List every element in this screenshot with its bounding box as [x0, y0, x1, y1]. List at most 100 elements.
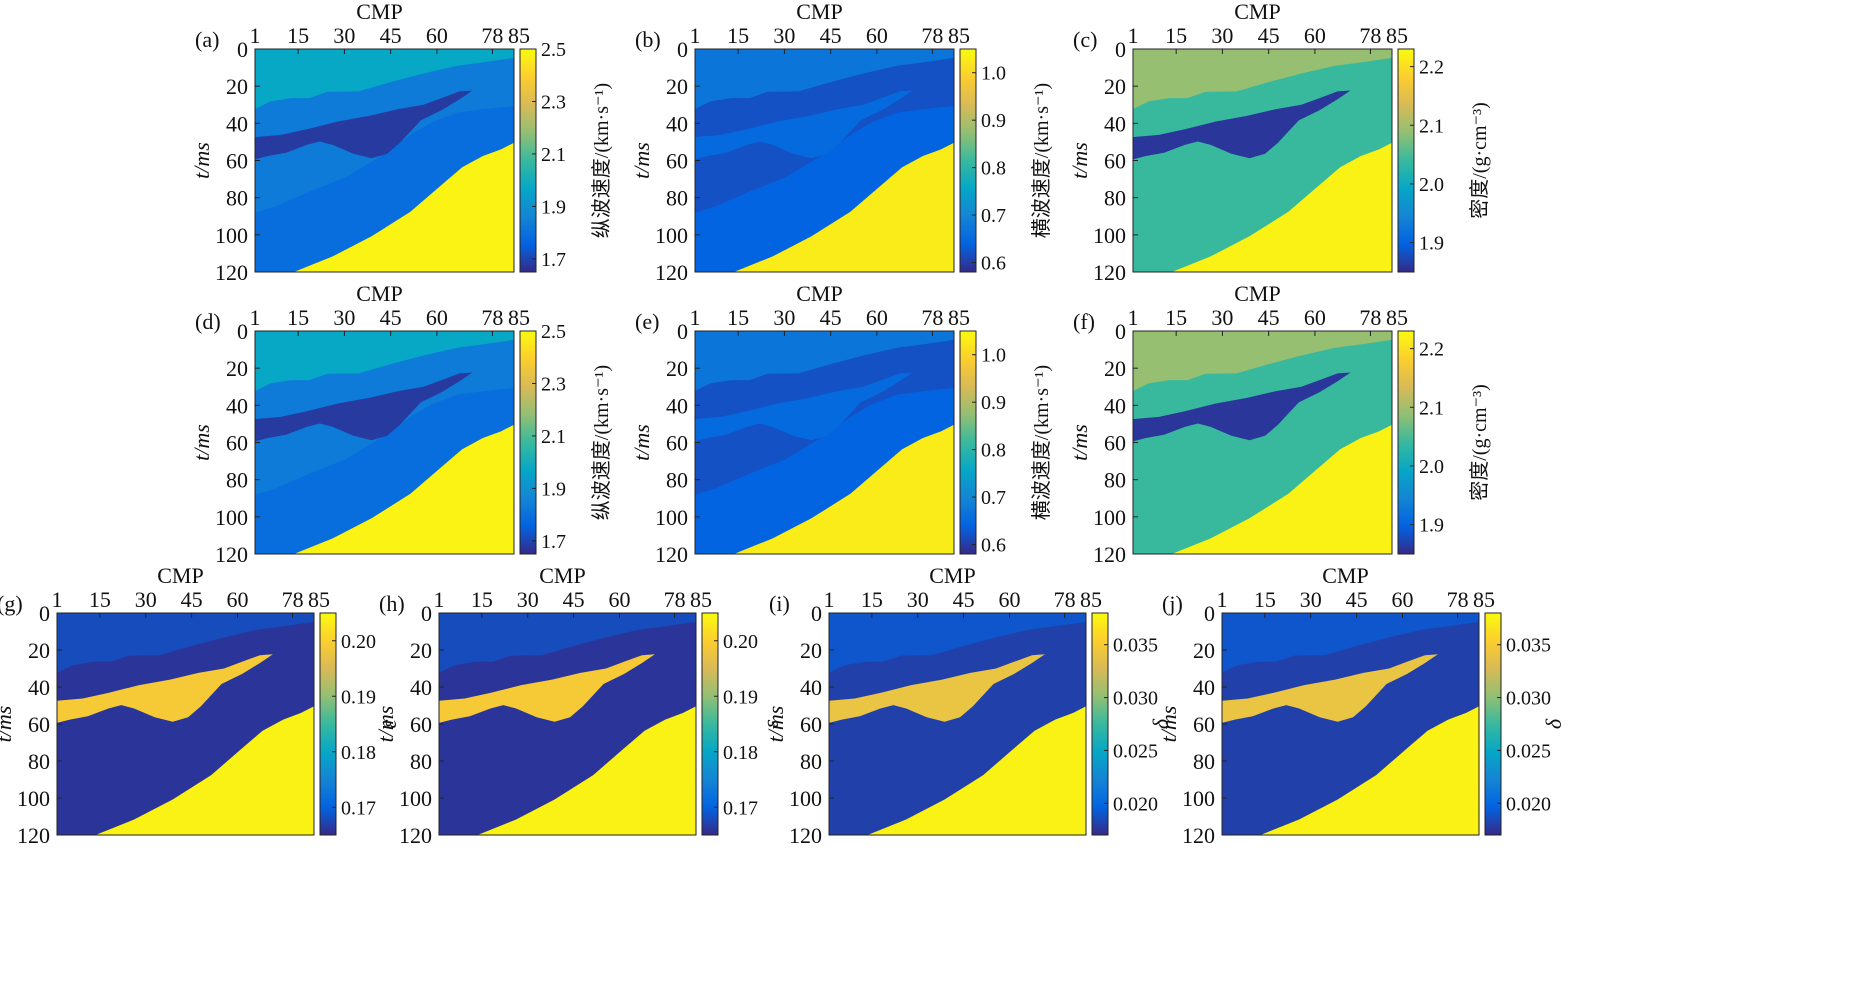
panel-label: (e) — [635, 309, 659, 334]
x-tick-label: 1 — [824, 587, 835, 612]
colorbar-tick-label: 2.0 — [1419, 456, 1444, 478]
colorbar-tick-label: 0.8 — [981, 440, 1006, 462]
colorbar-tick-label: 0.6 — [981, 535, 1006, 557]
colorbar-label: ε — [376, 719, 401, 728]
y-tick-label: 20 — [28, 638, 50, 663]
x-tick-label: 78 — [921, 23, 943, 48]
x-tick-label: 1 — [250, 305, 261, 330]
x-tick-label: 85 — [1080, 587, 1102, 612]
y-tick-label: 40 — [800, 675, 822, 700]
y-tick-label: 80 — [1104, 186, 1126, 211]
y-tick-label: 40 — [1104, 111, 1126, 136]
panel-f: 1 15 30 45 60 78 85 0 20 40 60 80 100 120 CMP t/ms (f) 1.… — [1067, 281, 1491, 567]
colorbar-tick-label: 0.17 — [723, 797, 758, 819]
x-axis-title: CMP — [796, 0, 842, 24]
colorbar-label: δ — [1148, 718, 1173, 729]
y-tick-label: 120 — [655, 260, 688, 285]
x-tick-label: 1 — [434, 587, 445, 612]
colorbar-tick-label: 1.9 — [541, 478, 566, 500]
y-tick-label: 120 — [17, 823, 50, 848]
y-tick-label: 120 — [215, 260, 248, 285]
y-axis-title: t/ms — [0, 706, 16, 743]
y-axis-title: t/ms — [189, 424, 214, 461]
y-tick-label: 80 — [28, 749, 50, 774]
y-tick-label: 100 — [789, 786, 822, 811]
y-tick-label: 60 — [410, 712, 432, 737]
panel-i: 1 15 30 45 60 78 85 0 20 40 60 80 100 120 CMP t/ms (i) 0.… — [763, 563, 1173, 848]
layer-wedge — [439, 654, 655, 723]
y-tick-label: 20 — [1193, 638, 1215, 663]
layer-bottom — [293, 424, 514, 554]
x-tick-label: 60 — [1304, 23, 1326, 48]
colorbar-tick-label: 0.19 — [341, 686, 376, 708]
y-tick-label: 20 — [800, 638, 822, 663]
y-tick-label: 100 — [655, 505, 688, 530]
y-tick-label: 120 — [215, 542, 248, 567]
x-tick-label: 15 — [287, 23, 309, 48]
y-tick-label: 60 — [800, 712, 822, 737]
y-tick-label: 40 — [666, 393, 688, 418]
y-tick-label: 0 — [1115, 37, 1126, 62]
layer-wedge — [255, 372, 473, 442]
y-tick-label: 60 — [666, 431, 688, 456]
x-tick-label: 85 — [1386, 23, 1408, 48]
colorbar-label: 密度/(g·cm⁻³) — [1468, 102, 1491, 219]
colorbar-tick-label: 2.1 — [541, 144, 566, 166]
layer-bottom — [1171, 424, 1392, 554]
panel-label: (h) — [379, 591, 405, 616]
colorbar — [959, 48, 977, 273]
x-tick-label: 78 — [921, 305, 943, 330]
colorbar-tick-label: 0.9 — [981, 392, 1006, 414]
colorbar-tick-label: 2.3 — [541, 91, 566, 113]
x-tick-label: 85 — [1473, 587, 1495, 612]
colorbar-tick-label: 0.20 — [723, 631, 758, 653]
x-tick-label: 30 — [333, 23, 355, 48]
y-tick-label: 80 — [226, 468, 248, 493]
colorbar-tick-label: 2.1 — [1419, 397, 1444, 419]
y-tick-label: 40 — [28, 675, 50, 700]
layer-bottom — [1260, 706, 1479, 835]
x-tick-label: 1 — [1217, 587, 1228, 612]
y-tick-label: 60 — [666, 149, 688, 174]
y-tick-label: 40 — [410, 675, 432, 700]
panel-d: 1 15 30 45 60 78 85 0 20 40 60 80 100 120 CMP t/ms (d) 1.… — [189, 281, 613, 567]
x-tick-label: 1 — [52, 587, 63, 612]
y-tick-label: 60 — [1104, 431, 1126, 456]
y-tick-label: 40 — [1104, 393, 1126, 418]
colorbar-tick-label: 0.8 — [981, 158, 1006, 180]
colorbar — [519, 48, 537, 273]
x-tick-label: 85 — [948, 305, 970, 330]
x-tick-label: 45 — [953, 587, 975, 612]
y-tick-label: 120 — [1093, 260, 1126, 285]
x-tick-label: 45 — [181, 587, 203, 612]
panel-h: 1 15 30 45 60 78 85 0 20 40 60 80 100 120 CMP t/ms (h) 0.… — [373, 563, 783, 848]
panel-a: 1 15 30 45 60 78 85 0 20 40 60 80 100 120 CMP t/ms (a) 1.… — [189, 0, 613, 285]
x-tick-label: 15 — [89, 587, 111, 612]
colorbar — [1484, 612, 1502, 836]
panel-label: (i) — [769, 591, 790, 616]
panel-label: (b) — [635, 27, 661, 52]
y-tick-label: 80 — [666, 186, 688, 211]
colorbar-tick-label: 1.9 — [1419, 515, 1444, 537]
y-tick-label: 100 — [215, 505, 248, 530]
colorbar-tick-label: 0.20 — [341, 631, 376, 653]
colorbar-tick-label: 2.0 — [1419, 174, 1444, 196]
x-tick-label: 30 — [517, 587, 539, 612]
x-tick-label: 85 — [690, 587, 712, 612]
x-tick-label: 45 — [1346, 587, 1368, 612]
x-tick-label: 45 — [380, 23, 402, 48]
x-tick-label: 15 — [727, 305, 749, 330]
colorbar-tick-label: 1.0 — [981, 345, 1006, 367]
y-tick-label: 0 — [811, 601, 822, 626]
colorbar-tick-label: 0.17 — [341, 797, 376, 819]
colorbar-tick-label: 2.2 — [1419, 339, 1444, 361]
colorbar-tick-label: 0.18 — [341, 742, 376, 764]
x-axis-title: CMP — [929, 563, 975, 588]
colorbar — [319, 612, 337, 836]
layer-bottom — [293, 142, 514, 272]
y-tick-label: 0 — [237, 37, 248, 62]
colorbar-tick-label: 1.9 — [541, 196, 566, 218]
y-tick-label: 120 — [1093, 542, 1126, 567]
y-tick-label: 40 — [226, 111, 248, 136]
